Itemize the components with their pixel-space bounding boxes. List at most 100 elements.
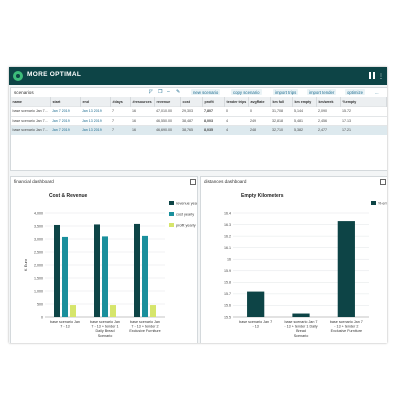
bar [150,305,156,317]
column-header[interactable]: cost [180,97,203,107]
x-tick-label: base scenario Jan [130,320,160,324]
y-tick-label: 15.8 [224,281,231,285]
bar [54,224,60,317]
minus-icon[interactable]: – [167,89,170,95]
legend-label: % empty [378,202,387,206]
app-title-bar: MORE OPTIMAL ⋮ [9,67,387,85]
x-tick-label: base scenario Jan 7 [330,320,363,324]
maximize-icon[interactable] [190,179,196,185]
cell-km-week: 2,456 [316,115,341,126]
scenarios-panel-title: scenarios [14,90,34,95]
empty-kilometers-chart: Empty Kilometers 15.5 15.6 15.7 15.8 15.9 16 16… [224,193,387,338]
cell-revenue: 46,550.00 [154,115,181,126]
x-tick-label: Daily Bread [95,329,114,333]
chart-title: Empty Kilometers [241,193,284,199]
cell-tender-trips: 4 [224,115,249,126]
cell-days: 7 [110,106,131,116]
cell-end: Jan 13 2019 [80,106,111,116]
bar [292,313,310,317]
cell-empty-pct: 17.21 [340,125,387,135]
column-header[interactable]: km empty [292,97,317,107]
cell-empty-pct: 15.72 [340,106,387,116]
more-options-button[interactable]: ... [375,89,379,95]
y-tick-label: 1,000 [34,289,43,293]
bar [70,305,76,317]
new-scenario-button[interactable]: new scenario [191,89,221,95]
x-tick-label: base scenario Jan 7 [239,320,272,324]
cell-start: Jan 7 2019 [50,115,81,126]
column-header[interactable]: revenue [154,97,181,107]
cell-tender-trips: 0 [224,106,249,116]
copy-icon[interactable]: ❐ [158,89,163,95]
column-header[interactable]: profit [202,97,225,107]
legend-swatch [169,201,174,205]
column-header[interactable]: avgRate [248,97,271,107]
bar [337,221,355,317]
legend-swatch [169,223,174,227]
cell-revenue: 46,690.00 [154,125,181,135]
cell-empty-pct: 17.13 [340,115,387,126]
x-tick-label: Exclusive Furniture [129,329,160,333]
cell-resources: 16 [130,106,155,116]
y-tick-label: 16.2 [224,234,231,238]
y-tick-label: 15.6 [224,304,231,308]
cell-profit: 8,003 [202,115,225,126]
column-header[interactable]: start [50,97,81,107]
bar [102,236,108,317]
y-tick-label: 15.5 [224,315,231,319]
bar [247,291,265,317]
column-header[interactable]: km full [270,97,293,107]
x-tick-label: - 13 [252,325,258,329]
menu-icon[interactable]: ⋮ [378,74,384,80]
chart-icon[interactable]: ◸ [149,89,153,95]
cell-cost: 29,303 [180,106,203,116]
x-tick-label: - 13 + tender 1 Daily [284,325,317,329]
y-tick-label: 3,000 [34,237,43,241]
maximize-icon[interactable] [380,179,386,185]
column-header[interactable]: km/week [316,97,341,107]
cost-revenue-chart: Cost & Revenue 0 500 1,000 1,500 2,000 2,500 3,… [23,193,197,338]
column-header[interactable]: %empty [340,97,387,107]
x-tick-label: Bread [296,329,306,333]
legend-label: revenue yearly [176,202,197,206]
column-header[interactable]: #resources [130,97,155,107]
pause-icon[interactable] [368,72,376,80]
cell-profit: 8,035 [202,125,225,135]
x-tick-label: base scenario Jan [50,320,80,324]
cell-start: Jan 7 2019 [50,106,81,116]
cell-km-week: 2,477 [316,125,341,135]
x-tick-label: 7 - 13 [60,325,69,329]
legend-swatch [169,212,174,216]
cell-km-full: 32,710 [270,125,293,135]
column-header[interactable]: end [80,97,111,107]
column-header[interactable]: name [11,97,51,107]
y-tick-label: 16 [227,258,231,262]
table-row[interactable]: base scenario Jan 7... Jan 7 2019 Jan 13… [11,125,387,135]
y-tick-label: 1,500 [34,276,43,280]
import-tender-button[interactable]: import tender [307,89,337,95]
y-tick-label: 2,000 [34,263,43,267]
cell-name: base scenario Jan 7... [11,115,51,126]
chart-title: Cost & Revenue [49,193,88,199]
edit-icon[interactable]: ✎ [176,89,181,95]
column-header[interactable]: tender trips [224,97,249,107]
copy-scenario-button[interactable]: copy scenario [231,89,262,95]
cell-tender-trips: 4 [224,125,249,135]
column-header[interactable]: #days [110,97,131,107]
table-row[interactable]: base scenario Jan 7... Jan 7 2019 Jan 13… [11,115,387,126]
y-axis-label: K Euro [23,258,28,271]
y-tick-label: 16.1 [224,246,231,250]
x-tick-label: 7 - 13 + tender 1 [91,325,118,329]
table-row[interactable]: base scenario Jan 7... Jan 7 2019 Jan 13… [11,106,387,116]
x-tick-label: - 13 + tender 2 [334,325,358,329]
x-tick-label: Scenario [294,334,309,338]
distances-dashboard-panel: distances dashboard Empty Kilometers 15.5… [200,176,387,343]
cell-name: base scenario Jan 7... [11,125,51,135]
import-trips-button[interactable]: import trips [273,89,299,95]
y-tick-label: 15.9 [224,269,231,273]
cell-km-full: 31,708 [270,106,293,116]
cell-km-full: 32,818 [270,115,293,126]
cell-resources: 16 [130,125,155,135]
optimize-button[interactable]: optimize [345,89,366,95]
y-tick-label: 0 [41,315,43,319]
